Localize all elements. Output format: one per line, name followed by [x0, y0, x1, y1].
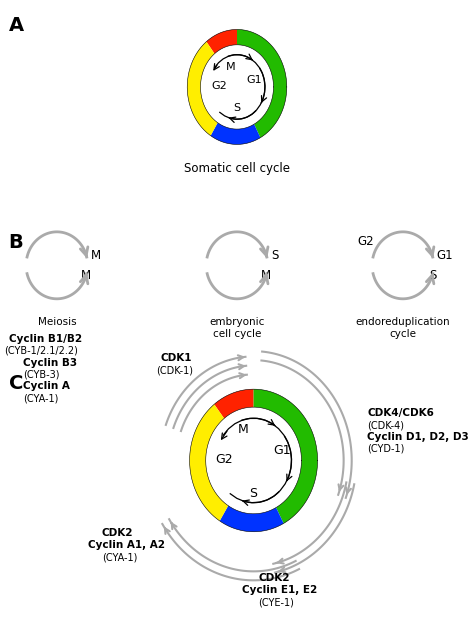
Polygon shape: [237, 30, 287, 138]
Text: Cyclin B1/B2: Cyclin B1/B2: [9, 334, 82, 344]
Text: Cyclin D1, D2, D3: Cyclin D1, D2, D3: [367, 431, 469, 442]
Text: G1: G1: [273, 444, 291, 457]
Polygon shape: [206, 30, 237, 53]
Polygon shape: [187, 42, 218, 136]
Polygon shape: [219, 506, 283, 532]
Polygon shape: [214, 389, 254, 419]
Text: S: S: [250, 487, 257, 500]
Text: CDK2: CDK2: [258, 573, 290, 583]
Text: (CDK-4): (CDK-4): [367, 420, 404, 430]
Text: S: S: [233, 103, 241, 113]
Text: (CDK-1): (CDK-1): [156, 365, 193, 375]
Text: (CYB-3): (CYB-3): [23, 370, 59, 380]
Text: M: M: [91, 249, 101, 261]
Polygon shape: [190, 404, 228, 521]
Text: A: A: [9, 16, 24, 35]
Text: G2: G2: [357, 235, 374, 248]
Text: Somatic cell cycle: Somatic cell cycle: [184, 162, 290, 175]
Text: S: S: [429, 269, 437, 282]
Text: G1: G1: [437, 249, 454, 261]
Text: Cyclin B3: Cyclin B3: [23, 357, 77, 368]
Text: (CYA-1): (CYA-1): [102, 553, 137, 563]
Text: Meiosis: Meiosis: [37, 317, 76, 327]
Text: M: M: [261, 269, 271, 282]
Polygon shape: [210, 123, 260, 144]
Text: embryonic
cell cycle: embryonic cell cycle: [210, 317, 264, 339]
Text: (CYE-1): (CYE-1): [258, 597, 294, 607]
Text: G1: G1: [246, 75, 262, 86]
Text: CDK4/CDK6: CDK4/CDK6: [367, 408, 434, 419]
Text: G2: G2: [211, 81, 227, 91]
Text: Cyclin E1, E2: Cyclin E1, E2: [242, 585, 317, 595]
Text: (CYB-1/2.1/2.2): (CYB-1/2.1/2.2): [4, 346, 78, 356]
Text: C: C: [9, 374, 23, 393]
Text: (CYD-1): (CYD-1): [367, 444, 405, 454]
Text: Cyclin A1, A2: Cyclin A1, A2: [88, 540, 164, 551]
Text: M: M: [238, 423, 249, 436]
Text: endoreduplication
cycle: endoreduplication cycle: [356, 317, 450, 339]
Text: CDK2: CDK2: [102, 528, 133, 538]
Text: Cyclin A: Cyclin A: [23, 381, 70, 392]
Text: G2: G2: [215, 453, 233, 466]
Text: M: M: [81, 269, 91, 282]
Text: CDK1: CDK1: [160, 353, 191, 363]
Polygon shape: [254, 389, 318, 524]
Text: B: B: [9, 233, 23, 252]
Text: (CYA-1): (CYA-1): [23, 393, 58, 404]
Text: M: M: [226, 62, 236, 72]
Text: S: S: [271, 249, 278, 261]
